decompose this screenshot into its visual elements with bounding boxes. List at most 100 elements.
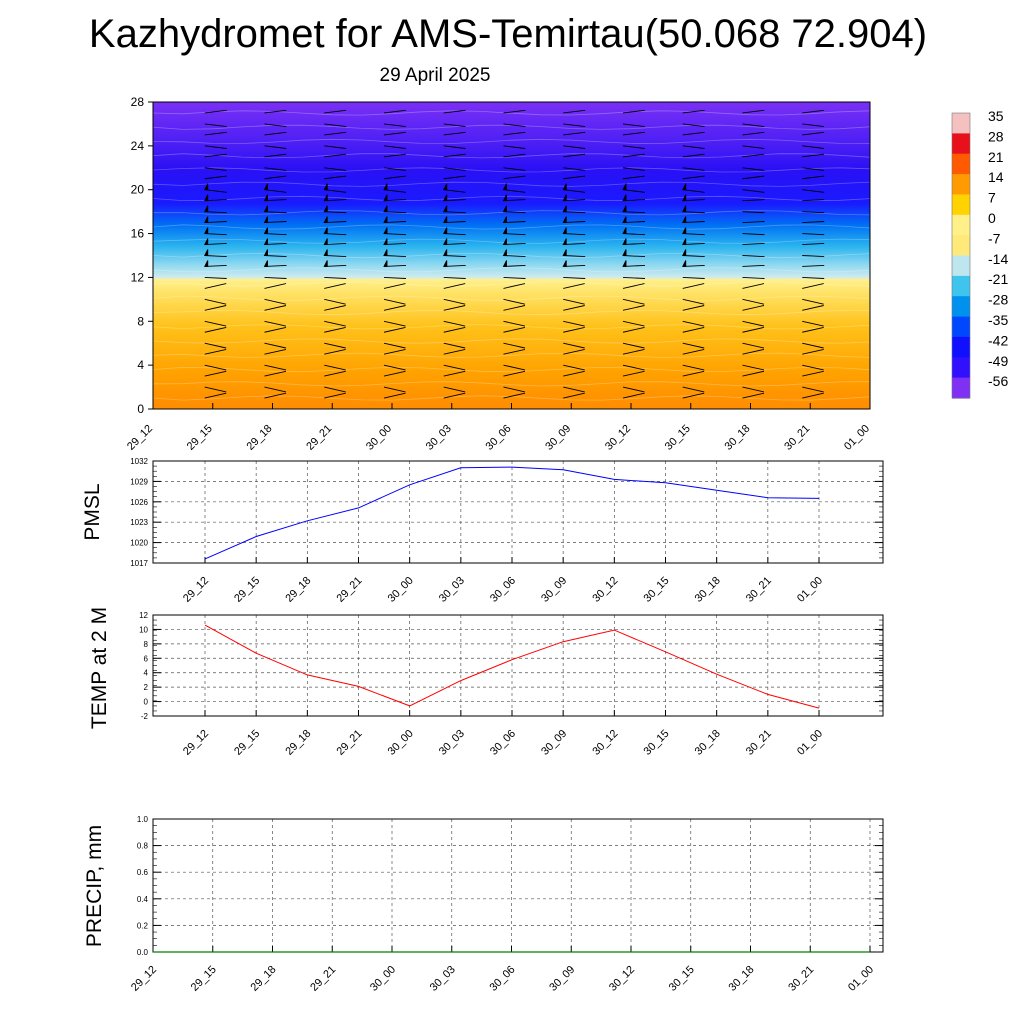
wind-barb: [742, 264, 765, 267]
contour-line: [152, 281, 871, 287]
colorbar-swatch: [952, 377, 970, 399]
x-tick-label: 30_12: [590, 575, 620, 605]
wind-barb: [563, 175, 586, 180]
contour-line: [152, 295, 871, 301]
y-tick-label: 20: [131, 183, 145, 197]
colorbar-swatch: [952, 194, 970, 216]
y-tick-label: 4: [137, 358, 144, 372]
wind-barb: [324, 342, 346, 349]
wind-barb: [264, 167, 287, 171]
wind-barb: [443, 109, 466, 114]
wind-barb: [503, 364, 526, 371]
wind-flag: [323, 216, 328, 224]
wind-barb: [622, 109, 645, 114]
wind-flag: [263, 205, 268, 213]
wind-barb: [264, 342, 287, 349]
colorbar-label: -56: [988, 373, 1008, 389]
contour-line: [152, 181, 871, 187]
wind-barb: [204, 242, 227, 245]
wind-barb: [622, 326, 645, 333]
x-tick-label: 30_21: [782, 423, 812, 453]
colorbar-label: -21: [988, 271, 1008, 287]
x-tick-label: 30_15: [663, 423, 693, 453]
wind-barb: [682, 255, 705, 258]
wind-barb: [324, 175, 347, 180]
x-tick-label: 30_12: [607, 964, 637, 994]
y-tick-label: 0: [144, 698, 149, 707]
wind-barb: [802, 221, 825, 224]
wind-flag: [323, 260, 328, 267]
y-tick-label: 1020: [130, 539, 148, 548]
wind-barb: [443, 348, 466, 355]
wind-barb: [682, 348, 705, 355]
wind-barb: [204, 320, 227, 327]
wind-barb: [563, 153, 586, 158]
wind-barb: [503, 348, 526, 355]
wind-barb: [682, 109, 705, 114]
wind-barb: [443, 364, 466, 371]
wind-barb: [742, 348, 765, 355]
wind-flag: [323, 238, 328, 245]
wind-barb: [682, 167, 705, 171]
wind-barb: [563, 233, 586, 236]
colorbar-swatch: [952, 316, 970, 338]
wind-barb: [383, 199, 407, 202]
wind-barb: [802, 364, 824, 371]
x-tick-label: 29_12: [129, 964, 159, 994]
wind-barb: [204, 199, 227, 202]
wind-barb: [383, 131, 406, 136]
wind-barb: [204, 370, 227, 377]
wind-barb: [622, 348, 645, 355]
colorbar-swatch: [952, 174, 970, 196]
wind-barb: [682, 123, 705, 128]
wind-barb: [204, 283, 227, 289]
wind-flag: [323, 205, 328, 213]
wind-barb: [622, 283, 645, 289]
wind-flag: [502, 216, 507, 224]
wind-barb: [563, 221, 586, 224]
wind-barb: [443, 326, 466, 333]
wind-barb: [383, 221, 407, 224]
wind-barb: [204, 392, 227, 399]
wind-barb: [622, 298, 645, 305]
wind-barb: [383, 145, 406, 149]
wind-barb: [503, 320, 526, 327]
wind-flag: [383, 183, 388, 191]
contour-line: [152, 167, 871, 173]
colorbar-label: -49: [988, 353, 1008, 369]
wind-barb: [204, 298, 227, 305]
wind-flag: [263, 260, 268, 267]
wind-barb: [802, 189, 825, 193]
wind-barb: [682, 131, 705, 136]
wind-barb: [324, 123, 347, 128]
wind-barb: [324, 348, 346, 355]
colorbar: 35 28 21 14 7 0 -7 -14 -21 -28 -35 -42 -49 -56: [951, 108, 1008, 399]
wind-barb: [682, 283, 705, 289]
pmsl-ylabel: PMSL: [81, 483, 104, 540]
x-tick-label: 30_15: [667, 964, 697, 994]
wind-barb: [802, 145, 825, 149]
wind-flag: [204, 205, 209, 213]
wind-barb: [563, 392, 585, 399]
wind-barb: [324, 283, 346, 289]
y-tick-label: 0.4: [137, 895, 149, 904]
wind-barb: [383, 320, 406, 327]
colorbar-label: -7: [988, 230, 1001, 246]
temperature-cross-section: 0 4 8 12 16 20 24 28 29_12 29_15 29_18 29_21 30_00 3…: [125, 95, 872, 453]
wind-flag: [383, 194, 388, 202]
wind-barb: [443, 131, 466, 136]
wind-barb: [563, 298, 585, 305]
contour-line: [152, 238, 871, 244]
wind-barb: [802, 298, 824, 305]
wind-barb: [204, 175, 227, 180]
wind-barb: [443, 386, 466, 393]
x-tick-label: 30_03: [437, 575, 467, 605]
wind-barb: [383, 123, 406, 128]
temp-2m-line: [204, 624, 820, 709]
x-tick-label: 30_06: [484, 423, 514, 453]
wind-flag: [383, 238, 388, 245]
wind-flag: [622, 183, 627, 191]
wind-barb: [622, 242, 646, 245]
wind-barb: [802, 175, 825, 180]
